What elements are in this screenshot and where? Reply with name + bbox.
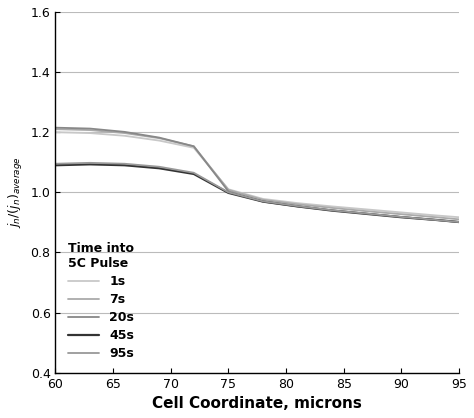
95s: [226, 190, 231, 195]
45s: [226, 190, 231, 195]
20s: [53, 125, 58, 130]
Line: 45s: 45s: [55, 164, 459, 222]
45s: [399, 215, 404, 220]
7s: [329, 205, 335, 210]
Line: 95s: 95s: [55, 163, 459, 222]
1s: [329, 204, 335, 209]
95s: [122, 161, 128, 166]
95s: [53, 161, 58, 166]
95s: [364, 211, 370, 216]
7s: [260, 197, 266, 202]
7s: [87, 127, 93, 133]
7s: [226, 187, 231, 192]
1s: [399, 210, 404, 215]
1s: [122, 133, 128, 138]
95s: [87, 161, 93, 166]
1s: [295, 201, 301, 206]
1s: [87, 130, 93, 135]
95s: [433, 217, 439, 222]
20s: [226, 189, 231, 194]
95s: [329, 208, 335, 213]
1s: [191, 145, 197, 150]
20s: [364, 211, 370, 216]
Y-axis label: $j_n/(j_n)_{average}$: $j_n/(j_n)_{average}$: [7, 156, 25, 228]
20s: [87, 126, 93, 131]
20s: [433, 217, 439, 222]
95s: [191, 170, 197, 175]
95s: [456, 219, 462, 224]
45s: [122, 163, 128, 168]
1s: [226, 187, 231, 192]
7s: [53, 127, 58, 132]
20s: [456, 219, 462, 224]
1s: [456, 215, 462, 220]
7s: [364, 209, 370, 214]
45s: [191, 171, 197, 176]
Line: 20s: 20s: [55, 127, 459, 222]
Legend: 1s, 7s, 20s, 45s, 95s: 1s, 7s, 20s, 45s, 95s: [62, 236, 140, 367]
20s: [260, 199, 266, 204]
20s: [191, 144, 197, 149]
20s: [399, 214, 404, 219]
1s: [156, 138, 162, 143]
7s: [399, 212, 404, 217]
7s: [122, 130, 128, 135]
45s: [433, 217, 439, 222]
95s: [399, 214, 404, 219]
Line: 7s: 7s: [55, 129, 459, 219]
45s: [364, 212, 370, 217]
Line: 1s: 1s: [55, 132, 459, 217]
45s: [87, 162, 93, 167]
1s: [260, 196, 266, 201]
1s: [364, 207, 370, 212]
45s: [53, 163, 58, 168]
45s: [260, 199, 266, 204]
45s: [156, 166, 162, 171]
20s: [295, 204, 301, 209]
20s: [329, 208, 335, 213]
95s: [295, 204, 301, 209]
1s: [53, 130, 58, 135]
7s: [456, 217, 462, 222]
7s: [433, 215, 439, 220]
45s: [295, 204, 301, 209]
95s: [260, 199, 266, 204]
20s: [156, 135, 162, 140]
45s: [329, 208, 335, 213]
X-axis label: Cell Coordinate, microns: Cell Coordinate, microns: [152, 396, 362, 411]
1s: [433, 213, 439, 218]
95s: [156, 164, 162, 169]
7s: [295, 202, 301, 207]
20s: [122, 129, 128, 134]
45s: [456, 219, 462, 224]
7s: [191, 144, 197, 149]
7s: [156, 136, 162, 141]
